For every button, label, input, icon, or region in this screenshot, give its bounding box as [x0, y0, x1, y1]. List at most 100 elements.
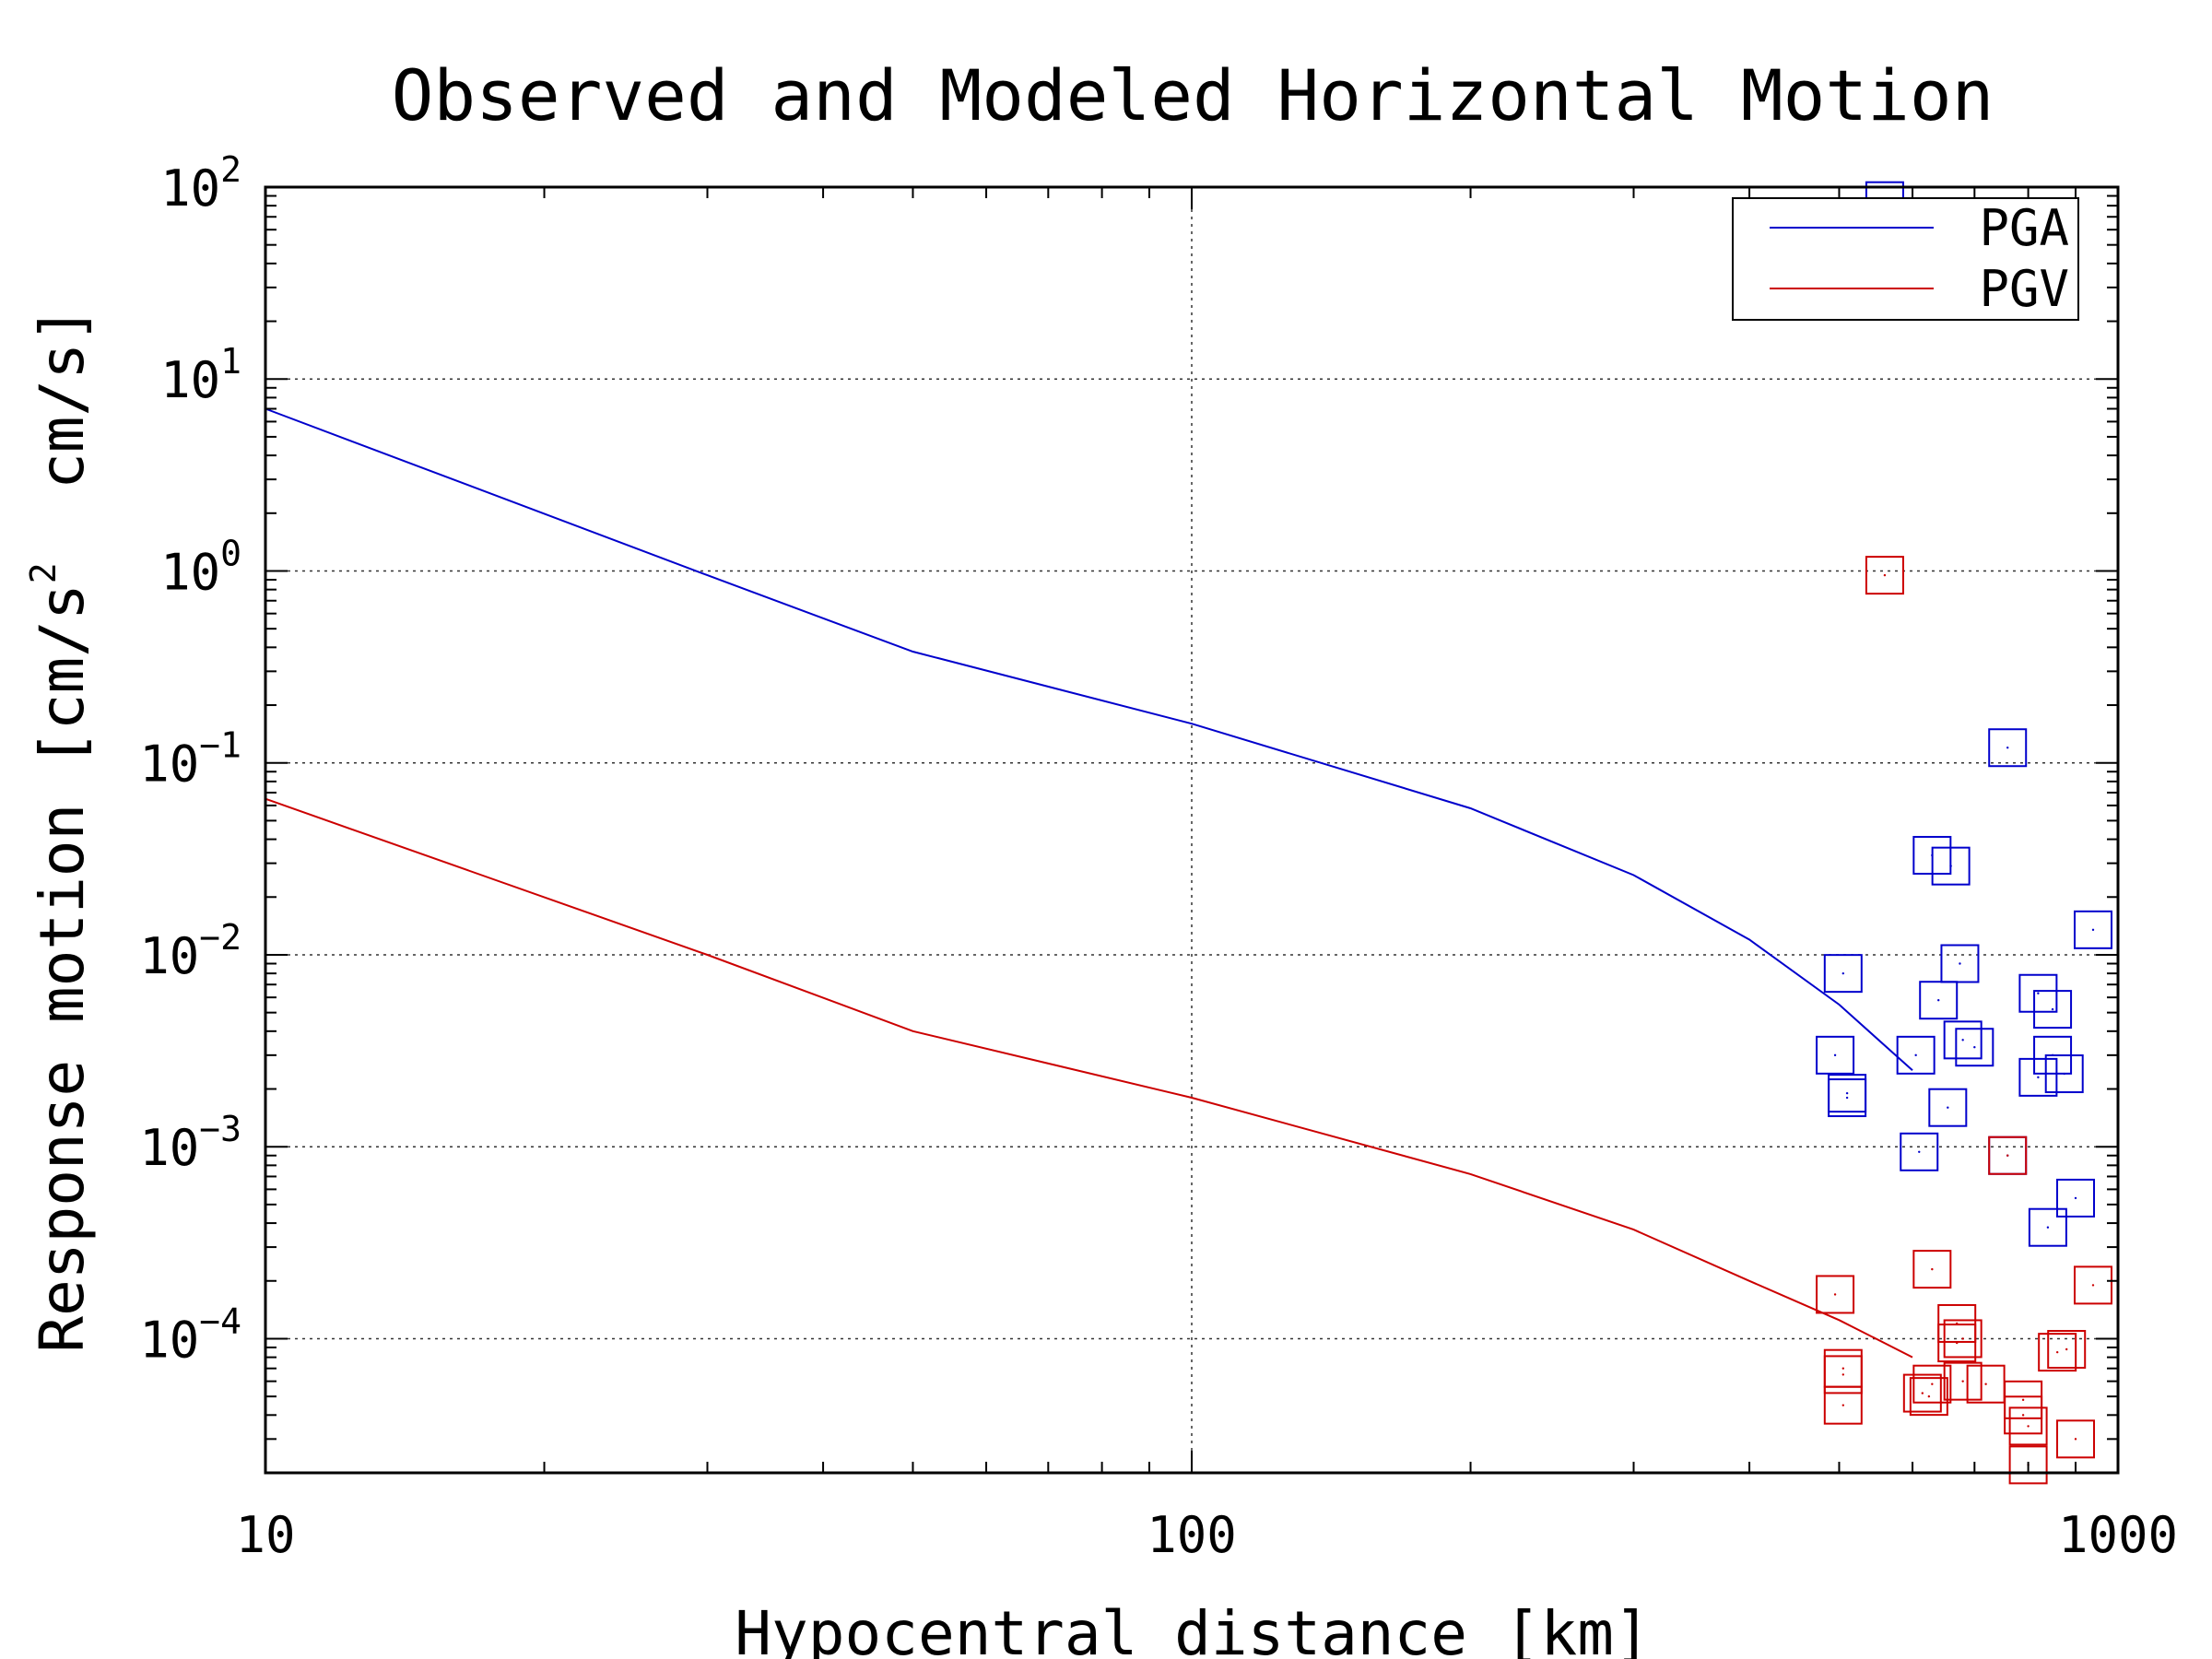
data-point-pga [2028, 1207, 2067, 1247]
y-tick-label-exponent: 1 [220, 341, 241, 382]
y-tick-label-exponent: −1 [199, 725, 241, 766]
y-tick-label-exponent: 0 [220, 533, 241, 573]
marker-dot [1833, 1053, 1837, 1057]
marker-dot [2074, 1196, 2077, 1200]
model-line-pga [265, 407, 1913, 1072]
marker-dot [2006, 1154, 2009, 1157]
y-tick-label-base: 10 [139, 1311, 199, 1369]
y-tick-label-exponent: −4 [199, 1300, 241, 1341]
data-point-pga [1928, 1088, 1968, 1127]
y-tick-label-base: 10 [139, 927, 199, 985]
marker-dot [2051, 1007, 2054, 1011]
y-tick-label: 101 [160, 341, 241, 409]
y-tick-label-base: 10 [139, 735, 199, 794]
data-point-pga [1931, 846, 1971, 886]
data-point-pgv [2004, 1395, 2043, 1435]
marker-dot [1949, 865, 1952, 867]
data-point-pga [1988, 728, 2028, 768]
marker-dot [2037, 992, 2040, 994]
y-tick-label: 102 [160, 149, 241, 218]
marker-square [1900, 1132, 1939, 1171]
marker-square [1988, 1135, 2028, 1175]
marker-square [1912, 1364, 1952, 1404]
marker-square [2008, 1406, 2048, 1446]
marker-square [1816, 1035, 1855, 1075]
data-point-pgv [1912, 1250, 1952, 1289]
marker-dot [2006, 747, 2009, 749]
marker-square [1955, 1028, 1994, 1067]
grid [265, 187, 2118, 1473]
data-point-pgv [2056, 1419, 2096, 1459]
data-point-pgv [2047, 1330, 2087, 1370]
y-tick-label-base: 10 [160, 159, 220, 218]
marker-dot [1841, 1367, 1845, 1370]
data-point-pga [1940, 944, 1980, 983]
marker-square [2018, 1057, 2058, 1097]
marker-square [1828, 1078, 1867, 1118]
marker-square [2033, 990, 2073, 1030]
data-point-pga [1900, 1132, 1939, 1171]
y-tick-label: 10−2 [139, 917, 241, 985]
marker-dot [1845, 1096, 1849, 1100]
model-lines [265, 407, 1913, 1359]
y-axis-label: Response motion [cm/s2 cm/s] [23, 306, 98, 1353]
marker-square [1902, 1373, 1942, 1413]
marker-dot [1918, 1150, 1921, 1154]
marker-square [2038, 1333, 2077, 1372]
marker-square [1940, 944, 1980, 983]
marker-dot [2021, 1414, 2025, 1417]
marker-dot [1931, 1267, 1934, 1271]
data-point-pga [2018, 973, 2058, 1013]
marker-square [1909, 1377, 1948, 1417]
data-point-pgv [1943, 1319, 1983, 1359]
x-tick-label: 100 [1147, 1506, 1237, 1564]
ticks [265, 187, 2118, 1474]
marker-dot [1841, 1373, 1845, 1376]
legend-box [1732, 197, 2079, 321]
marker-square [1865, 556, 1904, 595]
data-point-pgv [1937, 1324, 1977, 1363]
marker-square [2008, 1445, 2048, 1485]
y-tick-label-exponent: −2 [199, 917, 241, 958]
marker-square [2056, 1178, 2096, 1218]
data-point-pgv [1988, 1135, 2028, 1175]
y-axis-label-superscript: 2 [23, 562, 64, 583]
marker-square [2004, 1395, 2043, 1435]
marker-dot [2046, 1226, 2050, 1229]
data-point-pga [1943, 1020, 1983, 1060]
marker-dot [2021, 1398, 2025, 1402]
marker-dot [1937, 999, 1940, 1002]
data-point-pgv [1902, 1373, 1942, 1413]
marker-square [1823, 954, 1863, 994]
data-point-pgv [1816, 1275, 1855, 1314]
marker-dot [1961, 1380, 1964, 1382]
marker-square [2056, 1419, 2096, 1459]
marker-square [1943, 1020, 1983, 1060]
marker-dot [1927, 1394, 1931, 1398]
data-point-pga [2073, 910, 2112, 949]
y-tick-label-exponent: 2 [220, 149, 241, 190]
marker-dot [2074, 1438, 2077, 1441]
chart-title: Observed and Modeled Horizontal Motion [392, 54, 1994, 136]
marker-square [1943, 1361, 1983, 1401]
marker-square [2044, 1054, 2084, 1094]
marker-dot [1956, 1341, 1959, 1345]
y-tick-label-exponent: −3 [199, 1109, 241, 1149]
marker-dot [1973, 1046, 1976, 1049]
marker-dot [2037, 1076, 2040, 1079]
marker-square [1816, 1275, 1855, 1314]
marker-square [1931, 846, 1971, 886]
y-tick-label-base: 10 [139, 1119, 199, 1177]
data-point-pga [2018, 1057, 2058, 1097]
marker-dot [2065, 1347, 2068, 1351]
data-point-pga [1919, 981, 1959, 1020]
marker-dot [1931, 1382, 1934, 1385]
legend-label-pga: PGA [1979, 199, 2069, 257]
legend-label-pgv: PGV [1979, 260, 2069, 318]
y-tick-label: 10−1 [139, 725, 241, 794]
data-point-pga [2056, 1178, 2096, 1218]
data-point-pgv [1823, 1385, 1863, 1425]
x-tick-label: 1000 [2058, 1506, 2178, 1564]
data-point-pgv [2008, 1406, 2048, 1446]
